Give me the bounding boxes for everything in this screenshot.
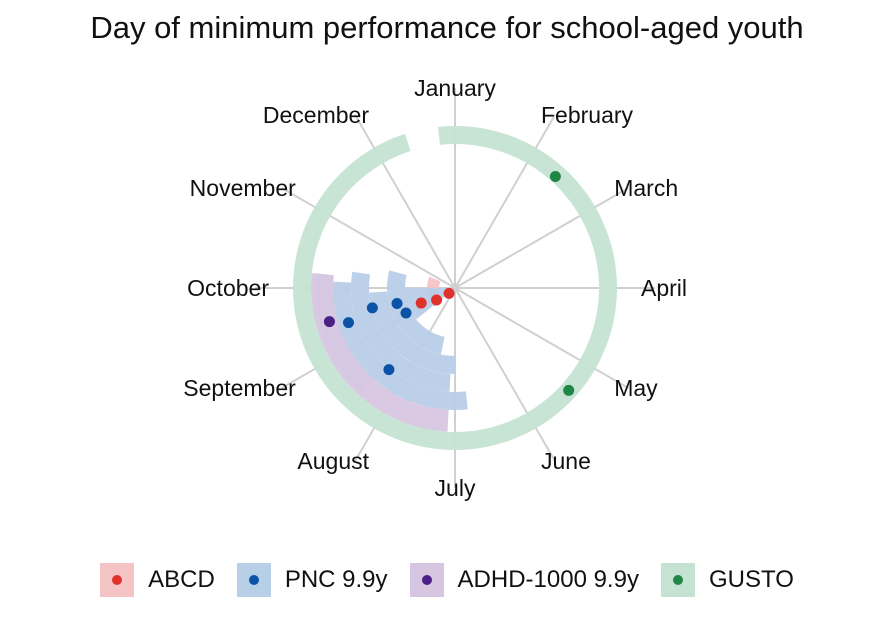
point-pnc-9-9y-0	[400, 307, 412, 319]
legend-item-abcd: ABCD	[100, 563, 215, 597]
month-label-august: August	[297, 448, 369, 474]
arc-pnc-9-9y-4	[333, 281, 468, 410]
spoke-february	[454, 114, 556, 289]
month-labels: January February March April May June July Augu…	[183, 75, 687, 501]
month-label-september: September	[183, 375, 296, 401]
legend-dot	[672, 575, 683, 585]
month-label-june: June	[541, 448, 591, 474]
point-pnc-9-9y-2	[366, 302, 378, 314]
series-points	[323, 171, 575, 396]
arc-adhd-1000-9-9y-0	[311, 272, 449, 432]
month-label-october: October	[187, 275, 269, 301]
point-pnc-9-9y-1	[391, 298, 403, 310]
point-adhd-1000-9-9y-0	[323, 316, 335, 328]
legend-item-pnc-9-9y: PNC 9.9y	[236, 563, 388, 597]
month-label-april: April	[641, 275, 687, 301]
arc-pnc-9-9y-1	[387, 270, 445, 355]
point-gusto-0	[549, 171, 561, 183]
legend: ABCD PNC 9.9y ADHD-1000 9.9y GUSTO	[0, 560, 894, 600]
chart-title: Day of minimum performance for school-ag…	[90, 10, 804, 45]
spoke-may	[454, 287, 629, 389]
arc-gusto-0	[300, 133, 411, 244]
point-abcd-0	[443, 287, 455, 299]
month-label-may: May	[614, 375, 658, 401]
legend-label: PNC 9.9y	[284, 566, 388, 593]
arc-gusto-2	[293, 237, 464, 450]
month-label-november: November	[190, 175, 296, 201]
legend-swatch	[409, 563, 444, 597]
point-pnc-9-9y-3	[383, 364, 395, 376]
month-label-january: January	[414, 75, 496, 101]
month-label-july: July	[435, 475, 476, 501]
legend-label: GUSTO	[708, 566, 794, 593]
legend-dot	[421, 575, 432, 585]
legend-dot	[248, 575, 259, 585]
spoke-december	[354, 114, 456, 289]
legend-item-gusto: GUSTO	[660, 563, 794, 597]
legend-swatch	[236, 563, 271, 597]
arc-pnc-9-9y-2	[369, 291, 455, 374]
point-gusto-1	[563, 384, 575, 396]
spoke-march	[454, 187, 629, 289]
legend-swatch	[100, 563, 135, 597]
point-pnc-9-9y-4	[342, 317, 354, 329]
legend-dot	[112, 575, 123, 585]
point-abcd-2	[415, 297, 427, 309]
legend-item-adhd-1000-9-9y: ADHD-1000 9.9y	[409, 563, 639, 597]
point-abcd-1	[431, 294, 443, 306]
legend-label: ADHD-1000 9.9y	[457, 566, 639, 593]
arc-pnc-9-9y-3	[351, 271, 451, 392]
legend-label: ABCD	[148, 566, 215, 593]
spoke-june	[454, 287, 556, 462]
month-label-february: February	[541, 102, 634, 128]
spoke-november	[281, 187, 456, 289]
legend-swatch	[660, 563, 695, 597]
series-arcs	[293, 126, 617, 450]
month-label-december: December	[263, 102, 369, 128]
month-label-march: March	[614, 175, 678, 201]
arc-pnc-9-9y-0	[405, 288, 455, 320]
